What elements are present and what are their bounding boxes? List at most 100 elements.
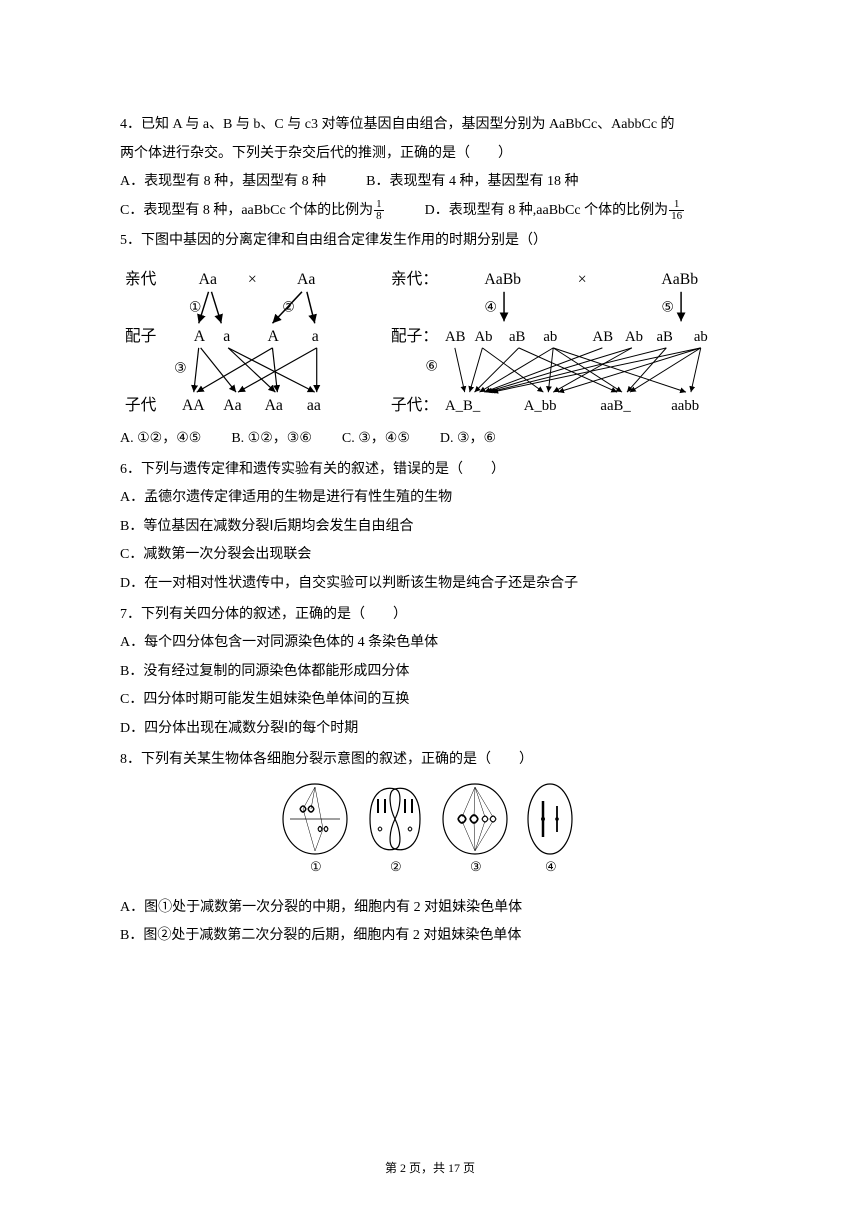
q5-optC: C. ③，④⑤ [342, 426, 410, 453]
circle-5: ⑤ [661, 299, 673, 314]
o-Aa2: Aa [265, 397, 283, 414]
cell-svg: ① ② [270, 781, 590, 876]
q4-optD: D．表现型有 8 种,aaBbCc 个体的比例为116 [425, 198, 685, 225]
q4-optC-frac: 18 [374, 199, 384, 222]
q7-body: 下列有关四分体的叙述，正确的是（ ） [141, 607, 407, 622]
g-3: aB [509, 329, 526, 345]
frac-den: 16 [669, 211, 684, 222]
q5-optB: B. ①②，③⑥ [231, 426, 312, 453]
q5-body: 下图中基因的分离定律和自由组合定律发生作用的时期分别是（） [141, 233, 547, 248]
q6-number: 6． [120, 462, 141, 477]
q8-optB: B．图②处于减数第二次分裂的后期，细胞内有 2 对姐妹染色单体 [120, 923, 740, 950]
o-aa: aa [307, 397, 321, 414]
q4-line2: 两个体进行杂交。下列关于杂交后代的推测，正确的是（ ） [120, 141, 740, 168]
q4-optC-text: C．表现型有 8 种，aaBbCc 个体的比例为 [120, 203, 373, 218]
circle-1: ① [189, 299, 201, 314]
g-A2: A [268, 328, 280, 345]
q7-text: 7．下列有关四分体的叙述，正确的是（ ） [120, 602, 740, 629]
parent-2: AaBb [661, 271, 698, 288]
q4-number: 4． [120, 117, 141, 132]
q4-text1: 已知 A 与 a、B 与 b、C 与 c3 对等位基因自由组合，基因型分别为 A… [141, 117, 675, 132]
g-7: aB [656, 329, 673, 345]
svg-text:②: ② [390, 859, 402, 874]
g-6: Ab [625, 329, 643, 345]
question-6: 6．下列与遗传定律和遗传实验有关的叙述，错误的是（ ） A．孟德尔遗传定律适用的… [120, 457, 740, 598]
page-content: 4．已知 A 与 a、B 与 b、C 与 c3 对等位基因自由组合，基因型分别为… [0, 0, 860, 994]
o-4: aabb [671, 398, 699, 414]
cell-2: ② [370, 786, 445, 874]
q4-optC: C．表现型有 8 种，aaBbCc 个体的比例为18 [120, 198, 385, 225]
q5-diagram-left: 亲代 Aa × Aa ① ② 配子 A a A a ③ [120, 263, 366, 418]
o-2: A_bb [524, 398, 557, 414]
page-footer: 第 2 页，共 17 页 [0, 1159, 860, 1176]
g-2: Ab [474, 329, 492, 345]
cross: × [578, 271, 587, 288]
circle-6: ⑥ [425, 358, 437, 373]
gamete-label: 配子 [125, 327, 156, 345]
q6-optC: C．减数第一次分裂会出现联会 [120, 542, 740, 569]
svg-text:①: ① [310, 859, 322, 874]
circle-4: ④ [484, 299, 496, 314]
q5-number: 5． [120, 233, 141, 248]
q4-optB: B．表现型有 4 种，基因型有 18 种 [366, 169, 578, 196]
q4-options-row1: A．表现型有 8 种，基因型有 8 种 B．表现型有 4 种，基因型有 18 种 [120, 169, 740, 196]
o-1: A_B_ [445, 398, 481, 414]
svg-text:④: ④ [545, 859, 557, 874]
frac-den: 8 [374, 211, 384, 222]
cell-3: ③ [443, 784, 507, 874]
crossing-lines [455, 348, 701, 392]
offspring-label: 子代 [125, 396, 157, 414]
q8-number: 8． [120, 752, 141, 767]
o-3: aaB_ [600, 398, 631, 414]
q5-optD: D. ③，⑥ [440, 426, 496, 453]
q6-body: 下列与遗传定律和遗传实验有关的叙述，错误的是（ ） [141, 462, 505, 477]
q7-optD: D．四分体出现在减数分裂Ⅰ的每个时期 [120, 716, 740, 743]
g-1: AB [445, 329, 466, 345]
gamete-label: 配子： [391, 327, 438, 345]
q7-number: 7． [120, 607, 141, 622]
parent-aa2: Aa [297, 271, 315, 288]
q4-optD-text: D．表现型有 8 种,aaBbCc 个体的比例为 [425, 203, 668, 218]
q5-optA: A. ①②，④⑤ [120, 426, 201, 453]
parent-1: AaBb [484, 271, 521, 288]
parent-aa1: Aa [199, 271, 217, 288]
g-a1: a [223, 328, 230, 345]
q4-optA: A．表现型有 8 种，基因型有 8 种 [120, 169, 326, 196]
q6-optD: D．在一对相对性状遗传中，自交实验可以判断该生物是纯合子还是杂合子 [120, 571, 740, 598]
q8-optA: A．图①处于减数第一次分裂的中期，细胞内有 2 对姐妹染色单体 [120, 895, 740, 922]
g-A1: A [194, 328, 206, 345]
question-4: 4．已知 A 与 a、B 与 b、C 与 c3 对等位基因自由组合，基因型分别为… [120, 112, 740, 224]
parent-label: 亲代 [125, 270, 157, 288]
cell-4: ④ [528, 784, 572, 874]
parent-label: 亲代： [391, 270, 438, 288]
q4-optD-frac: 116 [669, 199, 684, 222]
q8-body: 下列有关某生物体各细胞分裂示意图的叙述，正确的是（ ） [141, 752, 533, 767]
q8-text: 8．下列有关某生物体各细胞分裂示意图的叙述，正确的是（ ） [120, 747, 740, 774]
q4-options-row2: C．表现型有 8 种，aaBbCc 个体的比例为18 D．表现型有 8 种,aa… [120, 198, 740, 225]
question-5: 5．下图中基因的分离定律和自由组合定律发生作用的时期分别是（） 亲代 Aa × … [120, 228, 740, 452]
o-AA: AA [182, 397, 205, 414]
q5-diagram-right: 亲代： AaBb × AaBb ④ ⑤ 配子： AB Ab aB ab AB A… [386, 263, 740, 418]
g-a2: a [312, 328, 319, 345]
q6-text: 6．下列与遗传定律和遗传实验有关的叙述，错误的是（ ） [120, 457, 740, 484]
offspring-label: 子代： [391, 396, 438, 414]
g-4: ab [543, 329, 557, 345]
g-5: AB [592, 329, 613, 345]
q6-optA: A．孟德尔遗传定律适用的生物是进行有性生殖的生物 [120, 485, 740, 512]
q7-optA: A．每个四分体包含一对同源染色体的 4 条染色单体 [120, 630, 740, 657]
cell-1: ① [283, 784, 347, 874]
o-Aa1: Aa [223, 397, 241, 414]
cross: × [248, 271, 257, 288]
q4-line1: 4．已知 A 与 a、B 与 b、C 与 c3 对等位基因自由组合，基因型分别为… [120, 112, 740, 139]
q5-text: 5．下图中基因的分离定律和自由组合定律发生作用的时期分别是（） [120, 228, 740, 255]
q7-optC: C．四分体时期可能发生姐妹染色单体间的互换 [120, 687, 740, 714]
question-7: 7．下列有关四分体的叙述，正确的是（ ） A．每个四分体包含一对同源染色体的 4… [120, 602, 740, 743]
question-8: 8．下列有关某生物体各细胞分裂示意图的叙述，正确的是（ ） ① [120, 747, 740, 950]
q5-diagram: 亲代 Aa × Aa ① ② 配子 A a A a ③ [120, 263, 740, 418]
circle-3: ③ [174, 360, 186, 375]
q7-optB: B．没有经过复制的同源染色体都能形成四分体 [120, 659, 740, 686]
q5-options: A. ①②，④⑤ B. ①②，③⑥ C. ③，④⑤ D. ③，⑥ [120, 426, 740, 453]
q6-optB: B．等位基因在减数分裂Ⅰ后期均会发生自由组合 [120, 514, 740, 541]
svg-text:③: ③ [470, 859, 482, 874]
q8-cell-diagram: ① ② [120, 781, 740, 887]
